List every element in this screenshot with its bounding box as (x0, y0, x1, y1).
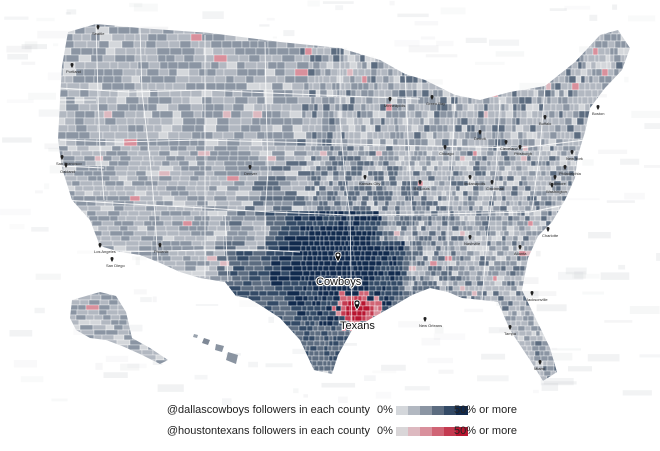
legend-swatch (444, 427, 456, 436)
legend-swatch (420, 406, 432, 415)
city-pin-icon[interactable] (388, 97, 392, 102)
legend-row-texans: @houstontexans followers in each county … (0, 423, 660, 441)
city-label: Indianapolis (464, 181, 485, 186)
city-label: St. Louis (414, 186, 430, 191)
city-label: Cleveland (500, 146, 518, 151)
city-label: San Diego (106, 263, 125, 268)
legend-max-label: 50% or more (454, 425, 517, 437)
city-pin-icon[interactable] (504, 140, 508, 145)
city-label: Jacksonville (526, 297, 548, 302)
city-pin-icon[interactable] (96, 25, 100, 30)
legend-swatch (444, 406, 456, 415)
city-label: New Orleans (419, 323, 442, 328)
city-label: Seattle (92, 31, 105, 36)
legend: @dallascowboys followers in each county … (0, 402, 660, 442)
state-borders (57, 23, 586, 331)
city-pin-icon[interactable] (423, 317, 427, 322)
city-label: New York (566, 156, 583, 161)
legend-swatch (408, 427, 420, 436)
city-markers: Seattle Portland San Francisco Oakland Los A… (56, 25, 604, 371)
city-label: Tampa (504, 331, 517, 336)
legend-row-cowboys: @dallascowboys followers in each county … (0, 402, 660, 420)
city-pin-icon[interactable] (530, 291, 534, 296)
city-label: Oakland (60, 169, 75, 174)
city-pin-icon[interactable] (430, 95, 434, 100)
city-pin-icon[interactable] (518, 245, 522, 250)
cowboys-label: Cowboys (316, 276, 362, 288)
legend-swatch (456, 406, 468, 415)
city-pin-icon[interactable] (468, 175, 472, 180)
city-label: Boston (592, 111, 604, 116)
city-pin-icon[interactable] (546, 227, 550, 232)
legend-swatch (420, 427, 432, 436)
city-pin-icon[interactable] (538, 360, 542, 365)
city-label: Miami (534, 366, 545, 371)
city-label: Detroit (474, 136, 487, 141)
city-label: Minneapolis (384, 103, 405, 108)
city-label: Baltimore (549, 181, 567, 186)
legend-swatch (408, 406, 420, 415)
city-label: Kansas City (359, 181, 380, 186)
city-pin-icon[interactable] (508, 325, 512, 330)
city-pin-icon[interactable] (363, 175, 367, 180)
legend-title: @dallascowboys followers in each county (166, 404, 370, 416)
legend-color-ramp (396, 427, 468, 436)
city-pin-icon[interactable] (563, 165, 567, 170)
city-pin-icon[interactable] (553, 175, 557, 180)
city-label: Phoenix (154, 249, 168, 254)
city-label: Washington (546, 189, 567, 194)
city-label: Cincinnati (486, 186, 504, 191)
city-label: Portland (66, 69, 81, 74)
legend-swatch (432, 406, 444, 415)
cowboys-marker[interactable] (334, 251, 342, 263)
city-label: Philadelphia (559, 171, 582, 176)
city-pin-icon[interactable] (490, 180, 494, 185)
alaska (69, 291, 169, 365)
city-pin-icon[interactable] (570, 150, 574, 155)
city-label: Nashville (464, 241, 481, 246)
city-pin-icon[interactable] (518, 145, 522, 150)
city-label: Pittsburgh (514, 151, 532, 156)
legend-swatch (432, 427, 444, 436)
city-pin-icon[interactable] (550, 183, 554, 188)
legend-title: @houstontexans followers in each county (166, 425, 370, 437)
legend-min-label: 0% (377, 425, 393, 437)
legend-color-ramp (396, 406, 468, 415)
city-pin-icon[interactable] (110, 257, 114, 262)
city-label: Denver (244, 171, 258, 176)
city-label: Los Angeles (94, 249, 116, 254)
texans-label: Texans (340, 320, 375, 332)
city-pin-icon[interactable] (596, 105, 600, 110)
legend-swatch (396, 406, 408, 415)
city-label: Atlanta (514, 251, 527, 256)
legend-swatch (456, 427, 468, 436)
legend-max-label: 50% or more (454, 404, 517, 416)
texans-marker[interactable] (353, 299, 361, 311)
city-label: Buffalo (539, 121, 552, 126)
city-pin-icon[interactable] (158, 243, 162, 248)
team-markers: Cowboys Texans (315, 251, 376, 333)
city-pin-icon[interactable] (478, 130, 482, 135)
city-pin-icon[interactable] (60, 155, 64, 160)
legend-min-label: 0% (377, 404, 393, 416)
city-pin-icon[interactable] (70, 63, 74, 68)
city-pin-icon[interactable] (543, 115, 547, 120)
city-pin-icon[interactable] (443, 145, 447, 150)
city-pin-icon[interactable] (468, 235, 472, 240)
city-label: Charlotte (542, 233, 559, 238)
city-label: Green Bay (426, 101, 445, 106)
city-label: San Francisco (56, 161, 82, 166)
hawaii (193, 334, 238, 364)
city-label: Chicago (439, 151, 454, 156)
legend-swatch (396, 427, 408, 436)
city-pin-icon[interactable] (248, 165, 252, 170)
city-pin-icon[interactable] (418, 180, 422, 185)
city-pin-icon[interactable] (98, 243, 102, 248)
city-pin-icon[interactable] (64, 163, 68, 168)
